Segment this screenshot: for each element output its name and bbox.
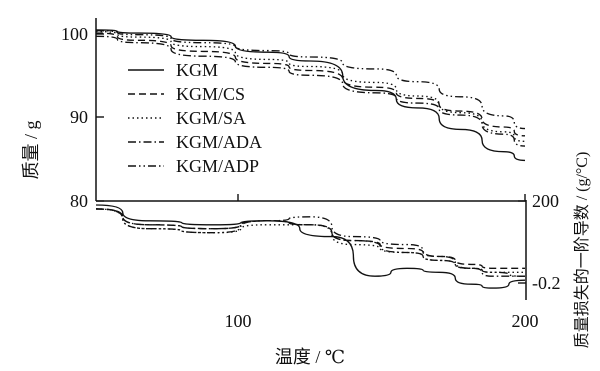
x-tick-label-100: 100: [225, 311, 252, 331]
dtg-series-kgm-sa: [95, 208, 525, 273]
y-tick-label-100: 100: [61, 24, 88, 44]
legend-layer: KGM KGM/CS KGM/SA KGM/ADA KGM/ADP: [128, 60, 262, 176]
tg-series-kgm-adp: [95, 30, 526, 130]
right-tick-label-neg02: -0.2: [532, 273, 561, 293]
tg-series-kgm-ada: [95, 35, 526, 147]
legend-label-kgm-ada: KGM/ADA: [176, 132, 262, 152]
dtg-series-kgm-adp: [95, 208, 526, 277]
tg-series-kgm-cs: [95, 32, 526, 137]
right-tick-label-200: 200: [532, 191, 559, 211]
legend-label-kgm-cs: KGM/CS: [176, 84, 245, 104]
x-tick-label-200: 200: [512, 311, 539, 331]
dtg-series-kgm: [95, 204, 526, 289]
x-axis-label: 温度 / ℃: [275, 347, 345, 367]
legend-label-kgm-adp: KGM/ADP: [176, 156, 259, 176]
y-tick-label-80: 80: [70, 191, 88, 211]
dtg-series-kgm-ada: [95, 208, 525, 277]
tg-series-kgm-sa: [95, 30, 526, 142]
tg-series-kgm: [95, 29, 526, 162]
legend-label-kgm-sa: KGM/SA: [176, 108, 246, 128]
series-layer: [95, 29, 526, 289]
right-axis-label: 质量损失的一阶导数 / (g/°C): [573, 152, 591, 349]
y-tick-label-90: 90: [70, 107, 88, 127]
legend-label-kgm: KGM: [176, 60, 218, 80]
dtg-series-kgm-cs: [95, 208, 525, 269]
left-axis-label: 质量 / g: [21, 120, 41, 179]
